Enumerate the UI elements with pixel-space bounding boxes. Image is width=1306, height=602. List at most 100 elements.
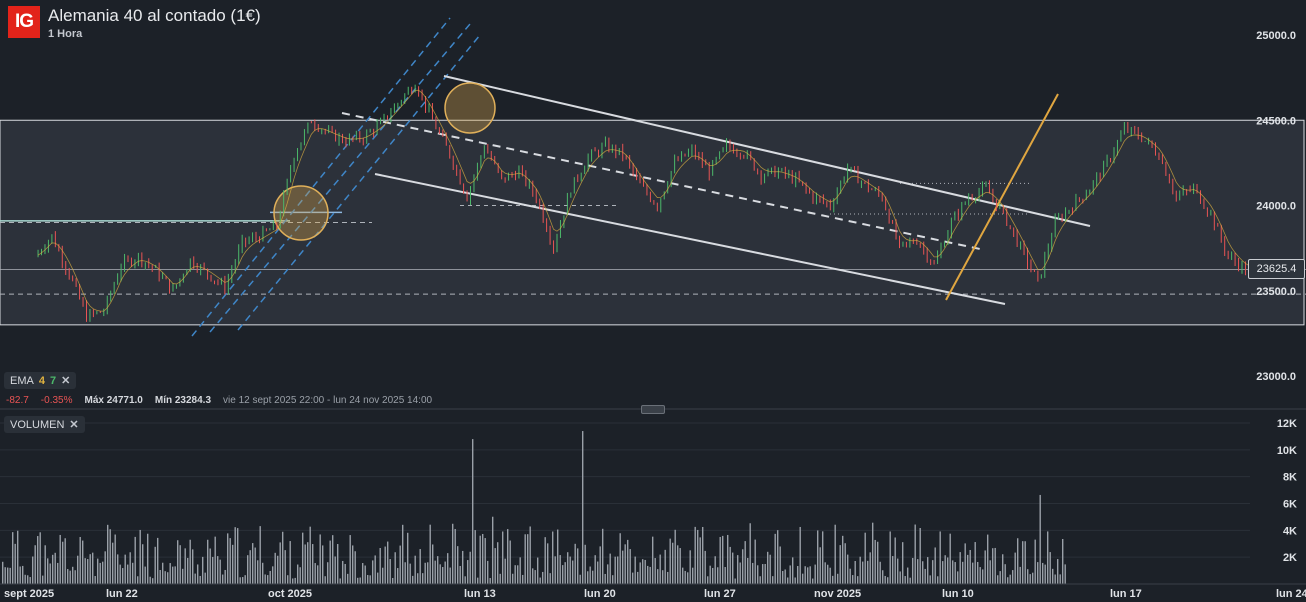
y-tick-label: 25000.0 [1256,30,1296,42]
volume-bar [904,576,906,584]
timeframe-label[interactable]: 1 Hora [48,28,83,40]
volume-bar [284,550,286,584]
volume-bar [777,530,779,584]
volume-bar [177,540,179,584]
volume-bar [222,574,224,584]
volume-bar [539,577,541,584]
ema-period-fast: 4 [38,374,45,387]
volume-bar [407,532,409,584]
volume-bar [814,564,816,584]
volume-bar [87,559,89,584]
volume-bar [742,549,744,584]
volume-bar [879,561,881,584]
volume-bar [29,577,31,584]
volume-bar [282,531,284,584]
volume-bar [764,563,766,584]
volume-bar [824,562,826,584]
volume-bar [67,569,69,584]
volume-bar [992,548,994,584]
volume-bar [99,562,101,584]
volume-bar [887,577,889,584]
volume-bar [607,564,609,584]
volume-bar [4,567,6,584]
volume-bar [387,541,389,584]
panel-resize-handle[interactable] [641,405,665,414]
volume-bar [807,567,809,584]
volume-bar [422,573,424,584]
volume-tick-label: 4K [1283,525,1297,537]
volume-bar [347,573,349,584]
volume-bar [12,532,14,584]
volume-bar [854,560,856,584]
x-tick-label: lun 10 [942,588,974,600]
ema-close-icon[interactable]: ✕ [61,375,71,387]
volume-bar [727,534,729,584]
top-circle [444,82,496,134]
volume-bar [1049,552,1051,584]
volume-bar [782,571,784,584]
volume-bar [77,555,79,584]
volume-bar [587,571,589,584]
volume-bar [382,567,384,584]
volume-bar [352,545,354,584]
volume-bar [274,552,276,584]
volume-bar [437,556,439,584]
volume-bar [829,567,831,584]
volume-bar [232,544,234,584]
volume-bar [959,552,961,584]
volume-bar [957,571,959,584]
volume-bar [74,570,76,584]
volume-close-icon[interactable]: ✕ [69,419,79,431]
volume-bar [124,554,126,584]
x-tick-label: lun 27 [704,588,736,600]
volume-label: VOLUMEN [10,418,65,431]
volume-bar [464,576,466,584]
volume-bar [1024,541,1026,584]
volume-bar [447,553,449,584]
volume-bar [674,529,676,584]
volume-bar [289,541,291,584]
volume-bar [327,562,329,584]
volume-bar [414,555,416,584]
volume-bar [682,567,684,584]
volume-bar [849,568,851,584]
volume-bar [2,561,4,584]
volume-bar [632,572,634,584]
volume-bar [487,560,489,584]
ema-indicator-tag[interactable]: EMA 4 7 ✕ [4,372,77,389]
volume-indicator-tag[interactable]: VOLUMEN ✕ [4,416,85,433]
volume-bar [182,568,184,584]
x-tick-label: lun 17 [1110,588,1142,600]
volume-bar [412,575,414,584]
volume-bar [712,567,714,584]
volume-bar [307,542,309,584]
volume-bar [792,557,794,584]
volume-bar [817,530,819,584]
volume-bar [754,539,756,584]
volume-bar [974,542,976,584]
blue-channel-line-2 [237,34,481,331]
volume-bar [514,565,516,584]
volume-bar [1039,494,1041,584]
volume-bar [769,554,771,584]
volume-bar [72,566,74,584]
volume-bar [137,576,139,584]
volume-bar [1044,564,1046,584]
volume-bar [142,544,144,584]
volume-bar [292,578,294,584]
volume-bar [942,561,944,584]
volume-bar [882,570,884,584]
volume-bar [749,523,751,584]
volume-bar [194,573,196,584]
volume-bar [709,565,711,584]
volume-bar [912,557,914,584]
volume-bar [982,569,984,584]
volume-bar [739,562,741,584]
volume-tick-label: 10K [1277,445,1297,457]
volume-bar [889,531,891,584]
volume-bar [687,572,689,584]
volume-bar [129,552,131,584]
volume-bar [279,542,281,584]
volume-bar [159,569,161,584]
